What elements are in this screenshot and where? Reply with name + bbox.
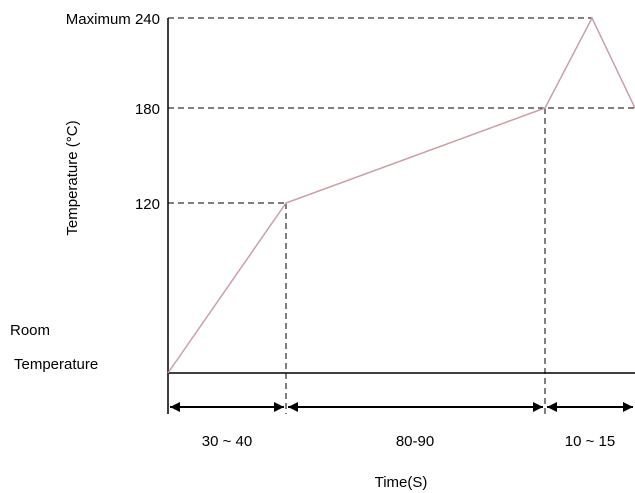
x-axis-label: Time(S) bbox=[375, 474, 428, 491]
interval-label-1: 30 ~ 40 bbox=[202, 433, 252, 450]
ytick-120: 120 bbox=[135, 196, 160, 213]
ytick-max: Maximum 240 bbox=[66, 11, 160, 28]
y-axis-label: Temperature (°C) bbox=[64, 120, 81, 235]
temperature-curve bbox=[167, 16, 635, 374]
ytick-180: 180 bbox=[135, 101, 160, 118]
ytick-room-line1: Room bbox=[10, 322, 50, 339]
interval-label-3: 10 ~ 15 bbox=[565, 433, 615, 450]
interval-label-2: 80-90 bbox=[396, 433, 434, 450]
ytick-room-line2: Temperature bbox=[14, 356, 98, 373]
